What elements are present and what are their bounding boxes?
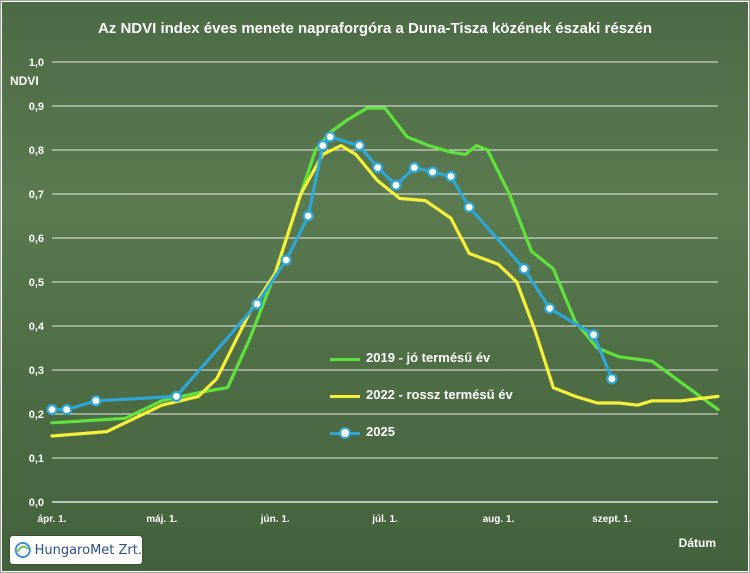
data-point: [302, 210, 314, 222]
series-line-1: [50, 144, 720, 438]
data-point: [463, 201, 475, 213]
legend-label-2019: 2019 - jó termésű év: [366, 350, 491, 365]
data-point: [606, 373, 618, 385]
legend-marker-2025: [339, 427, 351, 439]
series-line-2: [50, 135, 614, 412]
data-point: [372, 162, 384, 174]
data-point: [251, 298, 263, 310]
x-axis-label: Dátum: [678, 536, 716, 550]
x-tick-label: júl. 1.: [371, 514, 398, 525]
data-point: [426, 166, 439, 178]
y-tick-labels: 0,0 0,1 0,2 0,3 0,4 0,5 0,6 0,7 0,8 0,9 1,0: [29, 57, 45, 509]
logo-text: HungaroMet Zrt.: [34, 542, 142, 558]
data-point: [317, 140, 329, 152]
x-tick-label: jún. 1.: [260, 514, 290, 525]
data-point: [353, 140, 365, 152]
y-tick-label: 0,2: [29, 409, 44, 421]
data-point: [587, 329, 600, 341]
data-point: [324, 131, 336, 143]
data-point: [61, 404, 73, 416]
data-point: [90, 395, 102, 407]
y-tick-label: 0,1: [29, 453, 44, 465]
x-tick-label: szept. 1.: [592, 514, 632, 525]
gridlines: [52, 61, 718, 503]
legend-swatch-2022: [330, 395, 360, 398]
y-tick-label: 0,4: [29, 321, 45, 333]
x-tick-labels: ápr. 1. máj. 1. jún. 1. júl. 1. aug. 1. szept…: [38, 514, 632, 525]
data-point: [390, 179, 402, 191]
data-point: [518, 263, 530, 275]
legend-label-2022: 2022 - rossz termésű év: [366, 387, 513, 402]
data-point: [445, 170, 457, 182]
y-tick-label: 0,5: [29, 277, 44, 289]
x-tick-label: ápr. 1.: [38, 514, 67, 525]
data-point: [46, 404, 58, 416]
x-tick-label: aug. 1.: [483, 514, 515, 525]
series-line-0: [50, 106, 720, 425]
y-tick-label: 0,8: [29, 145, 44, 157]
y-tick-label: 0,0: [29, 497, 44, 509]
hungaromet-logo: HungaroMet Zrt.: [10, 536, 142, 564]
x-tick-label: máj. 1.: [146, 514, 177, 525]
y-tick-label: 0,7: [29, 189, 44, 201]
data-point: [280, 254, 292, 266]
y-axis-label: NDVI: [10, 74, 39, 88]
y-tick-label: 0,6: [29, 233, 44, 245]
data-point: [544, 302, 556, 314]
series-lines: [46, 106, 720, 438]
y-tick-label: 0,9: [29, 101, 44, 113]
legend-label-2025: 2025: [366, 424, 395, 439]
data-point: [170, 390, 183, 402]
logo-swirl-icon: [14, 542, 31, 558]
legend-swatch-2019: [330, 358, 360, 361]
data-point: [408, 162, 420, 174]
y-tick-label: 1,0: [29, 57, 44, 69]
chart-title: Az NDVI index éves menete napraforgóra a…: [97, 20, 653, 37]
y-tick-label: 0,3: [29, 365, 44, 377]
